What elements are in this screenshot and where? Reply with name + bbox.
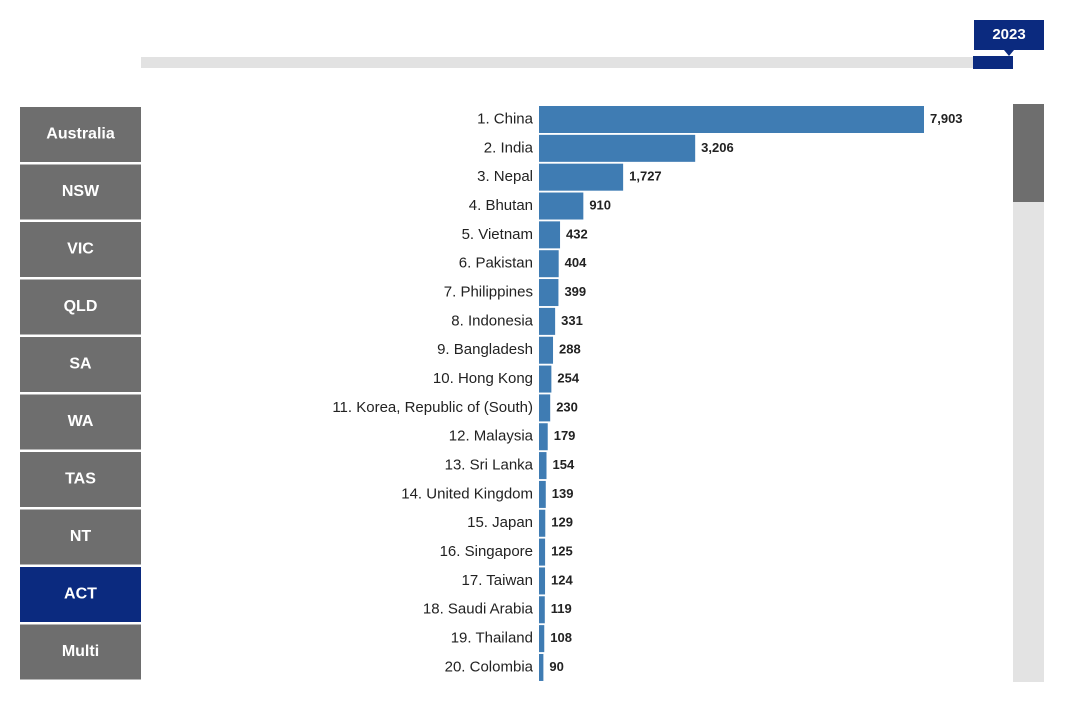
category-label: 12. Malaysia xyxy=(449,428,534,445)
category-label: 11. Korea, Republic of (South) xyxy=(332,399,533,416)
bar xyxy=(539,625,545,653)
value-label: 7,903 xyxy=(930,111,963,126)
value-label: 154 xyxy=(553,457,575,472)
year-slider-track[interactable] xyxy=(141,57,1013,68)
category-label: 6. Pakistan xyxy=(459,255,533,272)
value-label: 3,206 xyxy=(701,140,734,155)
value-label: 125 xyxy=(551,544,573,559)
value-label: 1,727 xyxy=(629,169,662,184)
category-label: 17. Taiwan xyxy=(462,572,533,589)
bar xyxy=(539,452,547,480)
region-button[interactable] xyxy=(20,452,141,507)
category-label: 19. Thailand xyxy=(451,630,533,647)
value-label: 432 xyxy=(566,226,588,241)
value-label: 139 xyxy=(552,486,574,501)
bar xyxy=(539,653,544,681)
category-label: 8. Indonesia xyxy=(451,312,533,329)
region-button-label: VIC xyxy=(67,241,94,258)
bar xyxy=(539,163,624,191)
value-label: 331 xyxy=(561,313,583,328)
value-label: 119 xyxy=(551,601,572,616)
region-button-label: QLD xyxy=(64,298,98,315)
region-button[interactable] xyxy=(20,164,141,220)
value-label: 90 xyxy=(549,659,563,674)
region-button-label: Australia xyxy=(46,126,115,143)
category-label: 13. Sri Lanka xyxy=(445,457,534,474)
bar xyxy=(539,509,546,537)
region-button[interactable] xyxy=(20,394,141,450)
value-label: 288 xyxy=(559,342,581,357)
bar xyxy=(539,596,545,624)
region-button-label: WA xyxy=(68,413,94,430)
region-button[interactable] xyxy=(20,279,141,335)
category-label: 7. Philippines xyxy=(444,284,533,301)
category-label: 2. India xyxy=(484,139,534,156)
category-label: 3. Nepal xyxy=(477,168,533,185)
value-label: 399 xyxy=(564,284,586,299)
region-button-label: NT xyxy=(70,528,92,545)
region-button-label: SA xyxy=(69,356,92,373)
region-button[interactable] xyxy=(20,222,141,277)
category-label: 1. China xyxy=(477,110,534,127)
bar xyxy=(539,365,552,393)
category-label: 20. Colombia xyxy=(445,658,534,675)
region-button[interactable] xyxy=(20,567,141,622)
bar xyxy=(539,134,696,162)
category-label: 14. United Kingdom xyxy=(401,485,533,502)
region-button-label: NSW xyxy=(62,183,100,200)
bar xyxy=(539,538,546,566)
year-label: 2023 xyxy=(992,26,1025,43)
category-label: 15. Japan xyxy=(467,514,533,531)
bar xyxy=(539,307,556,335)
bar xyxy=(539,279,559,307)
year-slider-handle[interactable] xyxy=(973,56,1013,69)
region-button[interactable] xyxy=(20,624,141,680)
region-button-label: ACT xyxy=(64,586,97,603)
region-button[interactable] xyxy=(20,107,141,162)
bar xyxy=(539,394,551,422)
region-button-label: TAS xyxy=(65,471,96,488)
bar xyxy=(539,336,554,364)
value-label: 404 xyxy=(565,255,587,270)
scrollbar-thumb[interactable] xyxy=(1013,104,1044,202)
bar xyxy=(539,567,546,595)
category-label: 18. Saudi Arabia xyxy=(423,601,534,618)
bar xyxy=(539,106,924,133)
category-label: 4. Bhutan xyxy=(469,197,533,214)
region-button-label: Multi xyxy=(62,643,99,660)
category-label: 9. Bangladesh xyxy=(437,341,533,358)
value-label: 124 xyxy=(551,572,573,587)
category-label: 16. Singapore xyxy=(440,543,533,560)
value-label: 129 xyxy=(551,515,573,530)
bar xyxy=(539,221,561,249)
category-label: 10. Hong Kong xyxy=(433,370,533,387)
bar xyxy=(539,480,546,508)
region-button[interactable] xyxy=(20,509,141,565)
region-button[interactable] xyxy=(20,337,141,392)
value-label: 230 xyxy=(556,399,578,414)
value-label: 254 xyxy=(557,370,579,385)
value-label: 108 xyxy=(550,630,572,645)
year-tooltip-pointer xyxy=(1004,50,1014,56)
category-label: 5. Vietnam xyxy=(462,226,533,243)
bar xyxy=(539,423,548,451)
bar xyxy=(539,250,559,278)
value-label: 910 xyxy=(589,197,611,212)
bar xyxy=(539,192,584,220)
year-tooltip xyxy=(974,20,1044,50)
value-label: 179 xyxy=(554,428,576,443)
